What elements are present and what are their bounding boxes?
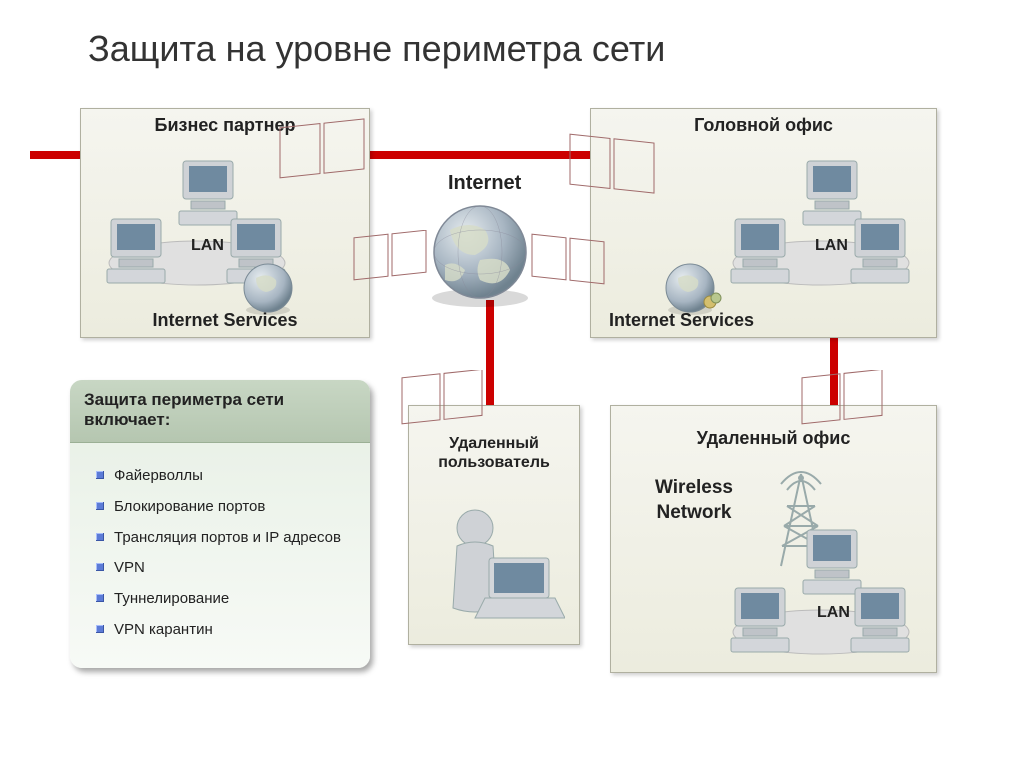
lan-remote-icon (721, 524, 921, 679)
slide-title: Защита на уровне периметра сети (88, 28, 665, 70)
info-item: Блокирование портов (96, 492, 362, 523)
info-panel: Защита периметра сети включает: Файервол… (70, 380, 370, 668)
red-line-down-center (486, 300, 494, 410)
lan-hq-label: LAN (815, 237, 848, 255)
info-panel-header: Защита периметра сети включает: (70, 380, 370, 443)
firewall-globe-left-icon (352, 230, 432, 295)
wireless-label: Wireless Network (639, 476, 749, 525)
internet-label: Internet (448, 172, 521, 195)
mini-globe-right-icon (660, 260, 722, 323)
firewall-partner-icon (278, 118, 368, 191)
zone-remote-office-title: Удаленный офис (611, 406, 936, 451)
firewall-hq-icon (568, 128, 658, 201)
mini-globe-left-icon (238, 260, 300, 323)
globe-icon (420, 200, 540, 315)
remote-user-icon (435, 498, 565, 643)
zone-remote-office: Удаленный офис Wireless Network LAN (610, 405, 937, 673)
lan-remote-label: LAN (817, 604, 850, 622)
lan-partner-label: LAN (191, 237, 224, 255)
firewall-remote-office-icon (800, 370, 886, 437)
info-item: VPN карантин (96, 615, 362, 646)
info-item: VPN (96, 553, 362, 584)
info-item: Трансляция портов и IP адресов (96, 523, 362, 554)
lan-hq-icon (721, 155, 921, 310)
firewall-globe-right-icon (530, 230, 610, 295)
firewall-remote-user-icon (400, 370, 486, 437)
zone-remote-user: Удаленный пользователь (408, 405, 580, 645)
info-item: Файерволлы (96, 461, 362, 492)
info-panel-list: Файерволлы Блокирование портов Трансляци… (70, 443, 370, 668)
info-item: Туннелирование (96, 584, 362, 615)
zone-partner-footer: Internet Services (81, 310, 369, 331)
